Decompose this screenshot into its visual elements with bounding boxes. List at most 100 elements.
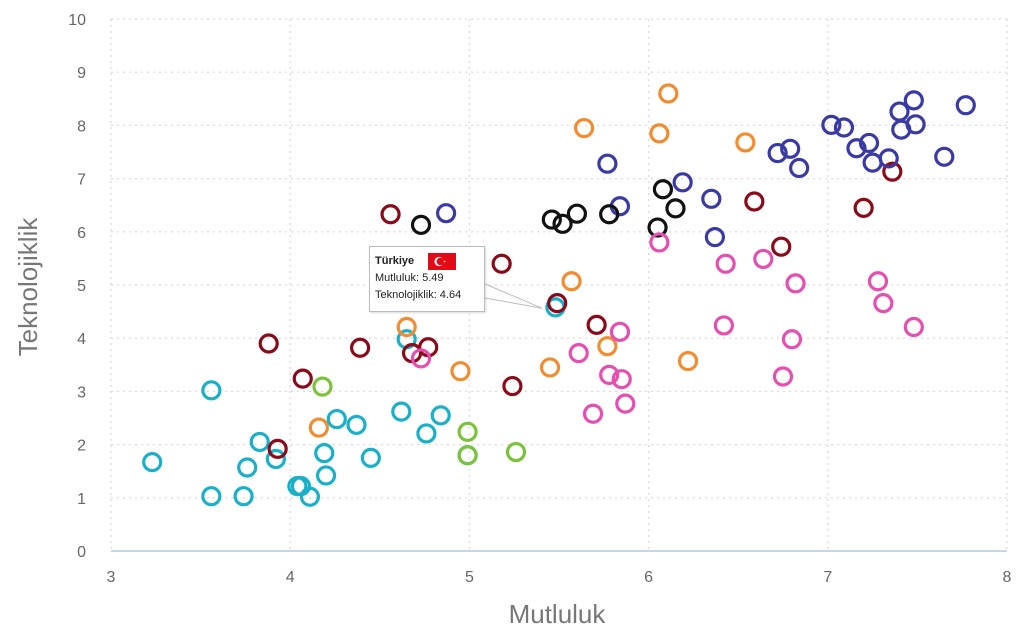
data-point[interactable] [934, 146, 955, 167]
data-point[interactable] [430, 405, 451, 426]
data-point[interactable] [785, 273, 806, 294]
data-point[interactable] [346, 414, 367, 436]
data-point[interactable] [853, 197, 874, 218]
data-point[interactable] [568, 342, 589, 364]
data-point[interactable] [735, 132, 756, 153]
data-point[interactable] [767, 142, 788, 164]
y-tick-label: 4 [77, 331, 86, 348]
data-point[interactable] [547, 292, 568, 314]
data-point[interactable] [599, 204, 620, 225]
data-point[interactable] [677, 350, 699, 372]
data-point[interactable] [450, 361, 471, 382]
data-point[interactable] [652, 179, 674, 200]
data-point[interactable] [561, 271, 582, 292]
data-point[interactable] [258, 333, 279, 354]
data-point[interactable] [299, 486, 321, 507]
data-point[interactable] [599, 364, 620, 386]
data-point[interactable] [672, 172, 693, 193]
y-tick-label: 2 [77, 438, 86, 455]
data-point[interactable] [649, 123, 670, 144]
data-point[interactable] [658, 83, 679, 104]
x-tick-label: 4 [286, 569, 295, 586]
x-tick-label: 6 [644, 569, 653, 586]
data-point[interactable] [955, 95, 976, 116]
data-point[interactable] [292, 368, 313, 389]
data-point[interactable] [201, 486, 222, 507]
data-point[interactable] [360, 447, 381, 468]
data-point[interactable] [597, 336, 618, 357]
data-point[interactable] [833, 117, 855, 138]
data-point[interactable] [582, 403, 604, 424]
data-point[interactable] [416, 423, 437, 444]
data-point[interactable] [502, 375, 523, 397]
data-point[interactable] [410, 214, 432, 235]
data-point[interactable] [873, 292, 894, 314]
data-point[interactable] [315, 465, 337, 486]
data-point[interactable] [380, 204, 401, 225]
data-point[interactable] [781, 329, 803, 350]
data-point[interactable] [771, 236, 792, 257]
data-point[interactable] [715, 253, 736, 274]
data-point[interactable] [609, 321, 631, 342]
data-point[interactable] [647, 217, 668, 238]
data-point[interactable] [573, 117, 595, 139]
y-tick-label: 8 [77, 118, 86, 135]
x-tick-labels: 3 4 5 6 7 8 [107, 569, 1012, 586]
grid-lines [110, 18, 1008, 551]
data-point[interactable] [396, 316, 417, 338]
data-point[interactable] [878, 148, 899, 169]
data-point[interactable] [201, 380, 222, 401]
data-point[interactable] [704, 227, 726, 248]
data-point[interactable] [615, 393, 636, 414]
turkey-flag-icon [428, 253, 457, 270]
data-point[interactable] [457, 421, 478, 442]
data-point[interactable] [701, 188, 722, 209]
data-point[interactable] [665, 198, 686, 219]
data-point[interactable] [552, 213, 573, 234]
data-point[interactable] [713, 315, 734, 336]
data-point[interactable] [457, 445, 478, 466]
data-point[interactable] [780, 138, 801, 159]
data-point[interactable] [505, 441, 527, 463]
data-point[interactable] [326, 408, 347, 430]
data-point[interactable] [611, 369, 632, 390]
data-point[interactable] [233, 486, 254, 507]
data-point[interactable] [541, 209, 562, 230]
data-point[interactable] [391, 401, 412, 422]
data-point[interactable] [265, 448, 286, 470]
data-point[interactable] [267, 438, 288, 459]
data-point[interactable] [308, 417, 329, 438]
data-point[interactable] [566, 203, 588, 224]
data-point[interactable] [858, 132, 880, 154]
series-5 [410, 179, 686, 238]
data-point[interactable] [249, 431, 270, 453]
data-point[interactable] [436, 203, 457, 224]
data-point[interactable] [744, 191, 765, 212]
data-point[interactable] [903, 90, 924, 111]
data-point[interactable] [491, 253, 512, 274]
data-point[interactable] [539, 357, 561, 378]
data-point[interactable] [821, 114, 842, 135]
data-point[interactable] [882, 161, 903, 182]
x-tick-label: 3 [107, 569, 116, 586]
data-point[interactable] [586, 314, 607, 335]
data-point[interactable] [314, 443, 335, 464]
data-point[interactable] [410, 348, 432, 369]
tooltip-pointer [484, 283, 543, 309]
data-point[interactable] [772, 366, 794, 387]
data-point[interactable] [753, 248, 774, 270]
data-point[interactable] [597, 153, 618, 174]
data-point[interactable] [867, 271, 889, 292]
series-7 [312, 376, 527, 466]
data-point[interactable] [905, 114, 926, 135]
data-point[interactable] [789, 157, 810, 179]
data-point[interactable] [237, 457, 258, 478]
data-point[interactable] [862, 152, 883, 173]
data-point[interactable] [903, 316, 924, 338]
data-point[interactable] [349, 337, 371, 358]
data-point[interactable] [312, 376, 333, 397]
y-tick-label: 6 [77, 225, 86, 242]
data-point[interactable] [142, 452, 163, 473]
data-point[interactable] [649, 232, 670, 253]
data-point[interactable] [846, 138, 867, 159]
